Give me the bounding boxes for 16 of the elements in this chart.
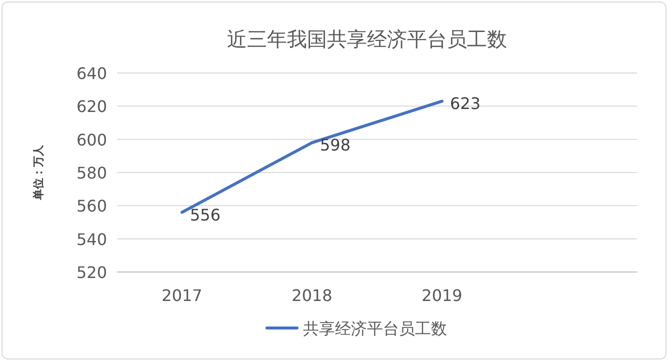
y-tick-label: 640	[76, 64, 107, 83]
x-tick-label: 2019	[422, 286, 462, 305]
y-tick-label: 560	[76, 196, 107, 216]
legend-label: 共享经济平台员工数	[303, 319, 447, 338]
y-tick-label: 580	[76, 164, 107, 182]
y-axis-title: 单位：万人	[32, 144, 45, 201]
chart-title: 近三年我国共享经济平台员工数	[227, 27, 507, 51]
data-label: 556	[190, 205, 221, 224]
y-tick-label: 540	[76, 230, 107, 249]
y-tick-label: 600	[76, 130, 107, 150]
data-label: 598	[320, 136, 351, 155]
data-label: 623	[450, 94, 481, 114]
x-tick-label: 2017	[162, 286, 202, 305]
y-tick-label: 620	[76, 97, 107, 116]
x-tick-label: 2018	[292, 286, 332, 305]
y-tick-label: 520	[76, 263, 107, 282]
